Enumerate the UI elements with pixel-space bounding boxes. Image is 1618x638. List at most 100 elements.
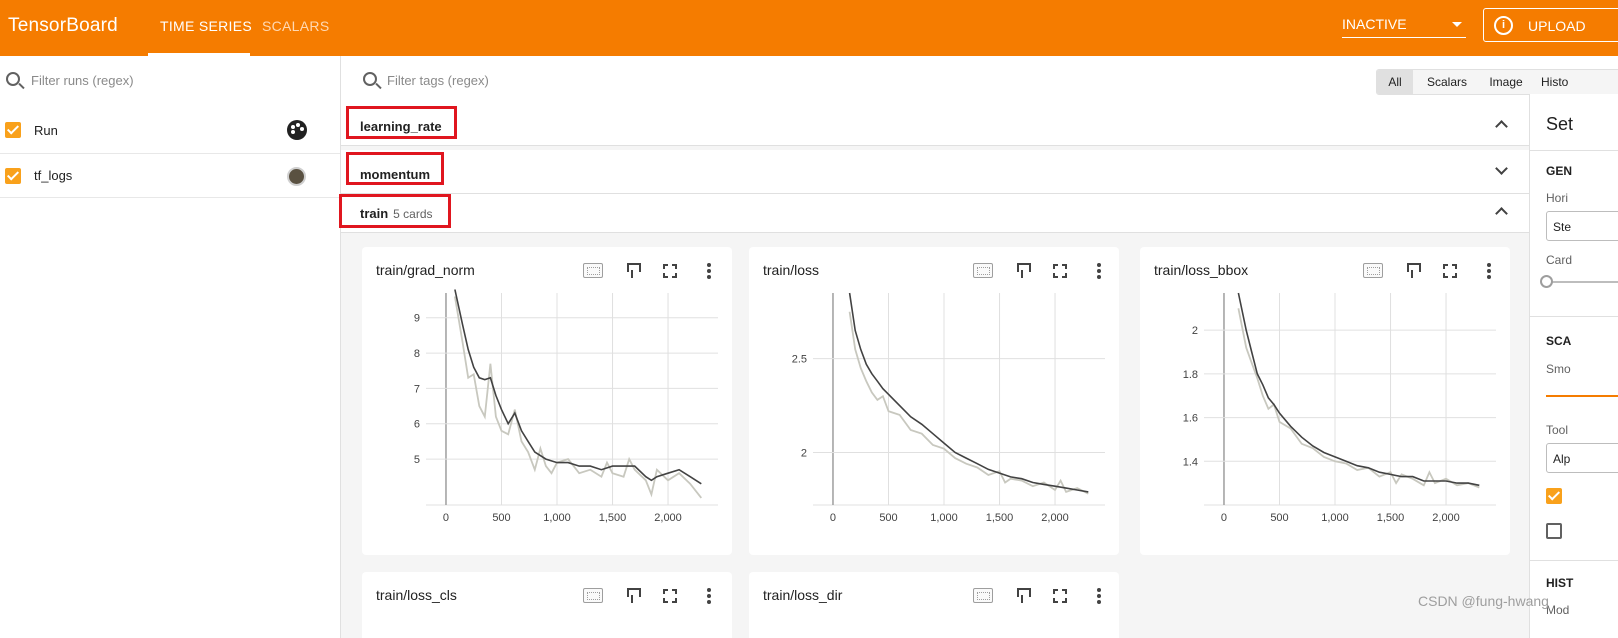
fullscreen-icon[interactable] (1053, 264, 1067, 278)
tab-time-series[interactable]: TIME SERIES (160, 18, 252, 34)
x-tick-label: 0 (1221, 512, 1227, 524)
group-title: learning_rate (360, 119, 442, 134)
x-tick-label: 1,500 (986, 512, 1014, 524)
card-width-label: Card (1546, 253, 1573, 267)
histogram-mode-label: Mod (1546, 603, 1570, 617)
tooltip-sorting-select[interactable]: Alp (1546, 443, 1618, 473)
line-chart-grad-norm[interactable]: 0 500 1,000 1,500 2,000 5 6 7 8 9 (362, 287, 732, 555)
highlight-box (339, 194, 451, 228)
y-tick-label: 6 (414, 419, 420, 431)
pin-icon[interactable] (1016, 263, 1031, 278)
scalars-heading: SCA (1546, 334, 1572, 348)
y-tick-label: 8 (414, 348, 420, 360)
chevron-up-icon[interactable] (1495, 207, 1508, 220)
group-header-train[interactable]: train 5 cards (341, 194, 1529, 233)
pin-icon[interactable] (626, 263, 641, 278)
y-tick-label: 1.4 (1183, 456, 1198, 468)
scalar-card-loss-cls: train/loss_cls (362, 572, 732, 638)
divider (1530, 150, 1618, 151)
runs-filter-input[interactable]: Filter runs (regex) (31, 73, 134, 88)
smoothed-series-line (848, 292, 1089, 493)
pin-icon[interactable] (1016, 588, 1031, 603)
fullscreen-icon[interactable] (663, 589, 677, 603)
group-card-count: 5 cards (393, 207, 433, 221)
caret-down-icon (1452, 22, 1462, 27)
horizontal-axis-select[interactable]: Ste (1546, 211, 1618, 241)
y-tick-label: 1.8 (1183, 369, 1198, 381)
tooltip-sorting-label: Tool (1546, 423, 1569, 437)
highlight-box (346, 152, 444, 185)
chevron-down-icon[interactable] (1495, 162, 1508, 175)
tab-scalars[interactable]: SCALARS (262, 18, 330, 34)
pin-icon[interactable] (626, 588, 641, 603)
run-row-run[interactable]: Run (0, 110, 340, 154)
x-tick-label: 2,000 (1432, 512, 1460, 524)
scalar-card-grad-norm: train/grad_norm 0 500 1,000 1,500 2,000 5 6 7 8 9 (362, 247, 732, 555)
run-checkbox[interactable] (5, 122, 21, 138)
app-brand: TensorBoard (8, 15, 118, 36)
fullscreen-icon[interactable] (1443, 264, 1457, 278)
card-title: train/loss (763, 262, 820, 278)
type-all-button[interactable]: All (1377, 70, 1413, 94)
x-tick-label: 1,000 (543, 512, 571, 524)
type-image-button[interactable]: Image (1489, 75, 1523, 89)
smoothing-label: Smo (1546, 362, 1571, 376)
pin-icon[interactable] (1406, 263, 1421, 278)
x-tick-label: 0 (830, 512, 836, 524)
type-histograms-button[interactable]: Histo (1541, 75, 1569, 89)
active-tab-indicator (148, 53, 250, 56)
fit-domain-icon[interactable] (973, 588, 993, 603)
smoothing-slider[interactable] (1546, 395, 1618, 397)
line-chart-loss-bbox[interactable]: 0 500 1,000 1,500 2,000 1.4 1.6 1.8 2 (1140, 287, 1510, 555)
card-title: train/loss_cls (376, 587, 457, 603)
more-vert-icon[interactable] (1487, 263, 1491, 279)
card-width-slider[interactable] (1544, 281, 1618, 283)
upload-button[interactable]: i UPLOAD (1483, 8, 1618, 42)
x-tick-label: 2,000 (654, 512, 682, 524)
y-tick-label: 2 (1192, 325, 1198, 337)
highlight-box (346, 106, 457, 139)
tag-filter-bar: Filter tags (regex) All Scalars Image Hi… (341, 56, 1618, 104)
palette-icon[interactable] (287, 120, 307, 140)
group-header-learning-rate[interactable]: learning_rate (341, 104, 1529, 146)
fit-domain-icon[interactable] (973, 263, 993, 278)
group-title: momentum (360, 167, 431, 182)
more-vert-icon[interactable] (707, 263, 711, 279)
settings-title: Set (1546, 114, 1574, 134)
run-row-tf-logs[interactable]: tf_logs (0, 154, 340, 198)
scalar-card-loss-bbox: train/loss_bbox 0 500 1,000 1,500 2,000 1.4 1.… (1140, 247, 1510, 555)
raw-series-line (454, 296, 703, 499)
card-title: train/loss_bbox (1154, 262, 1249, 278)
tags-filter-input[interactable]: Filter tags (regex) (387, 73, 489, 88)
slider-thumb[interactable] (1540, 275, 1553, 288)
x-tick-label: 1,000 (1321, 512, 1349, 524)
type-scalars-button[interactable]: Scalars (1426, 75, 1467, 89)
settings-panel: Set GEN Hori Ste Card SCA Smo Tool Alp H… (1529, 94, 1618, 638)
more-vert-icon[interactable] (1097, 263, 1101, 279)
card-title: train/loss_dir (763, 587, 843, 603)
group-name: train (360, 206, 389, 221)
run-checkbox[interactable] (5, 168, 21, 184)
settings-checkbox-unchecked[interactable] (1546, 523, 1562, 539)
x-tick-label: 1,000 (930, 512, 958, 524)
settings-checkbox-checked[interactable] (1546, 488, 1562, 504)
scalar-card-loss-dir: train/loss_dir (749, 572, 1119, 638)
fullscreen-icon[interactable] (663, 264, 677, 278)
plugin-status-select[interactable]: INACTIVE (1342, 16, 1466, 38)
x-tick-label: 500 (492, 512, 510, 524)
raw-series-line (1237, 308, 1480, 489)
run-color-swatch[interactable] (287, 167, 306, 186)
raw-series-line (848, 311, 1089, 495)
group-header-momentum[interactable]: momentum (341, 150, 1529, 194)
general-heading: GEN (1546, 164, 1573, 178)
line-chart-loss[interactable]: 0 500 1,000 1,500 2,000 2 2.5 (749, 287, 1119, 555)
fullscreen-icon[interactable] (1053, 589, 1067, 603)
more-vert-icon[interactable] (1097, 588, 1101, 604)
fit-domain-icon[interactable] (1363, 263, 1383, 278)
more-vert-icon[interactable] (707, 588, 711, 604)
fit-domain-icon[interactable] (583, 588, 603, 603)
y-tick-label: 9 (414, 313, 420, 325)
fit-domain-icon[interactable] (583, 263, 603, 278)
chevron-up-icon[interactable] (1495, 120, 1508, 133)
